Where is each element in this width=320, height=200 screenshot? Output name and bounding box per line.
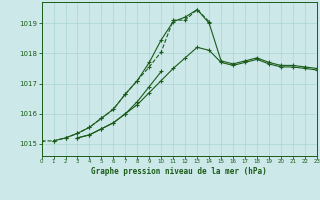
X-axis label: Graphe pression niveau de la mer (hPa): Graphe pression niveau de la mer (hPa) (91, 167, 267, 176)
